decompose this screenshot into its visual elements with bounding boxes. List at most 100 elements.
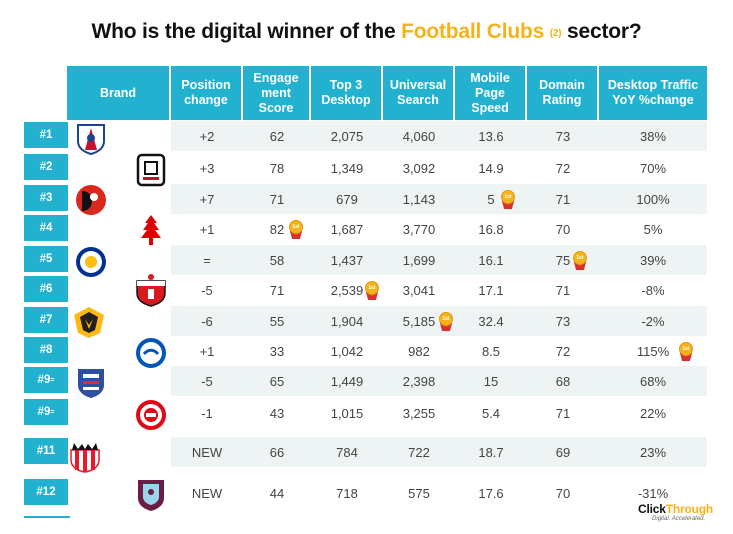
header-engagement-line: Score bbox=[258, 100, 294, 115]
cell-top3: 2,539 bbox=[330, 282, 364, 298]
cell-top3: 1,015 bbox=[330, 405, 364, 421]
burnley-logo bbox=[134, 478, 168, 512]
wolves-logo bbox=[72, 305, 106, 339]
first-place-medal-icon: 1st bbox=[365, 281, 379, 300]
cell-top3: 718 bbox=[336, 485, 358, 501]
cell-mobile: 5 bbox=[487, 191, 495, 207]
rank-tie-mark: = bbox=[50, 376, 55, 384]
cell-engagement: 71 bbox=[269, 282, 285, 298]
header-mobile: Mobile Page Speed bbox=[455, 66, 527, 120]
cell-traffic: 39% bbox=[639, 252, 667, 268]
header-top3-line: Desktop bbox=[321, 93, 371, 107]
cell-top3: 1,904 bbox=[330, 313, 364, 329]
cell-change: +3 bbox=[199, 160, 215, 176]
row-stripe bbox=[171, 245, 707, 275]
cell-universal: 5,185 bbox=[402, 313, 436, 329]
cell-engagement: 44 bbox=[269, 485, 285, 501]
cell-engagement: 55 bbox=[269, 313, 285, 329]
cell-change: -5 bbox=[201, 373, 213, 389]
clickthrough-logo: ClickThrough Digital. Accelerated. bbox=[638, 502, 713, 522]
cell-mobile: 32.4 bbox=[478, 313, 504, 329]
cell-top3: 1,042 bbox=[330, 343, 364, 359]
rank-label: #11 bbox=[36, 445, 56, 457]
first-place-medal-icon: 1st bbox=[679, 342, 693, 361]
rank-badge: #2 bbox=[24, 154, 68, 180]
table-row: NEW 66 784 722 18.7 69 23% bbox=[171, 437, 707, 467]
title-suffix: sector? bbox=[567, 20, 642, 43]
row-stripe bbox=[171, 184, 707, 214]
cell-change: +2 bbox=[199, 128, 215, 144]
rank-badge: #6 bbox=[24, 276, 68, 302]
cell-universal: 3,092 bbox=[402, 160, 436, 176]
header-mobile-line: Mobile bbox=[470, 70, 510, 85]
title-note: (2) bbox=[549, 28, 562, 39]
header-traffic: Desktop Traffic YoY %change bbox=[599, 66, 707, 120]
rank-label: #3 bbox=[39, 192, 53, 204]
row-stripe bbox=[171, 121, 707, 151]
rank-badge: #8 bbox=[24, 337, 68, 363]
header-engagement: Engage ment Score bbox=[243, 66, 311, 120]
cell-engagement: 62 bbox=[269, 128, 285, 144]
cell-mobile: 16.8 bbox=[478, 221, 504, 237]
header-domain-line: Rating bbox=[542, 93, 582, 107]
medal-label: 1st bbox=[289, 220, 303, 234]
cell-engagement: 82 bbox=[269, 221, 285, 237]
cell-traffic: -2% bbox=[641, 313, 665, 329]
header-brand-line: Brand bbox=[99, 85, 137, 100]
row-stripe bbox=[171, 366, 707, 396]
header-position_change-line: Position bbox=[181, 78, 231, 92]
first-place-medal-icon: 1st bbox=[439, 312, 453, 331]
rank-badge: #9 = bbox=[24, 367, 68, 393]
cell-top3: 784 bbox=[336, 444, 358, 460]
brighton-logo bbox=[134, 336, 168, 370]
cell-domain: 68 bbox=[555, 373, 571, 389]
cell-top3: 2,075 bbox=[330, 128, 364, 144]
rank-label: #2 bbox=[39, 161, 53, 173]
cell-engagement: 58 bbox=[269, 252, 285, 268]
row-stripe bbox=[171, 437, 707, 467]
cell-top3: 1,687 bbox=[330, 221, 364, 237]
table-row: -5 71 2,539 3,041 17.1 71 -8% bbox=[171, 275, 707, 305]
cell-engagement: 66 bbox=[269, 444, 285, 460]
header-top3: Top 3 Desktop bbox=[311, 66, 383, 120]
ipswich-logo bbox=[74, 366, 108, 400]
nottingham-forest-logo bbox=[134, 213, 168, 247]
cell-mobile: 18.7 bbox=[478, 444, 504, 460]
bournemouth-logo bbox=[74, 183, 108, 217]
rank-label: #5 bbox=[39, 253, 53, 265]
title-prefix: Who is the digital winner of the bbox=[91, 20, 396, 43]
table-row: -6 55 1,904 5,185 32.4 73 -2% bbox=[171, 306, 707, 336]
header-top3-line: Top 3 bbox=[329, 78, 363, 92]
leicester-logo bbox=[74, 245, 108, 279]
medal-label: 1st bbox=[501, 190, 515, 204]
table-row: +1 33 1,042 982 8.5 72 115% bbox=[171, 336, 707, 366]
header-mobile-line: Speed bbox=[471, 100, 509, 115]
rank-badge: #12 bbox=[24, 479, 68, 505]
rank-label: #4 bbox=[39, 222, 53, 234]
header-engagement-line: ment bbox=[261, 85, 291, 100]
rank-label: #9 bbox=[37, 406, 51, 418]
rank-label: #6 bbox=[39, 283, 53, 295]
cell-universal: 3,041 bbox=[402, 282, 436, 298]
table-row: +7 71 679 1,143 5 71 100% bbox=[171, 184, 707, 214]
cell-top3: 1,349 bbox=[330, 160, 364, 176]
cell-universal: 4,060 bbox=[402, 128, 436, 144]
cell-change: -5 bbox=[201, 282, 213, 298]
first-place-medal-icon: 1st bbox=[501, 190, 515, 209]
page-title: Who is the digital winner of the Footbal… bbox=[0, 20, 733, 44]
cell-change: NEW bbox=[191, 444, 223, 460]
cell-universal: 1,143 bbox=[402, 191, 436, 207]
cell-mobile: 15 bbox=[483, 373, 499, 389]
cell-domain: 69 bbox=[555, 444, 571, 460]
header-domain: Domain Rating bbox=[527, 66, 599, 120]
cell-domain: 70 bbox=[555, 485, 571, 501]
table-row: +2 62 2,075 4,060 13.6 73 38% bbox=[171, 121, 707, 151]
cell-traffic: 68% bbox=[639, 373, 667, 389]
cell-mobile: 5.4 bbox=[481, 405, 501, 421]
cell-top3: 1,449 bbox=[330, 373, 364, 389]
medal-label: 1st bbox=[679, 342, 693, 356]
sunderland-logo bbox=[68, 440, 102, 474]
cell-traffic: 38% bbox=[639, 128, 667, 144]
rank-badge: #4 bbox=[24, 215, 68, 241]
rank-badge: #5 bbox=[24, 246, 68, 272]
